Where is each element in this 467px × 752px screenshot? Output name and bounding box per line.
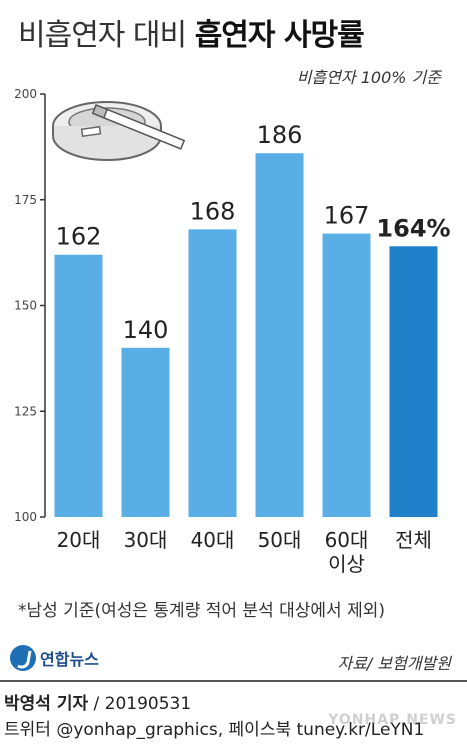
- bar-chart: 100 125 150 175 200 162 20대 140 30대 168 40대 186 50대 1…: [0, 80, 467, 600]
- credit-contact: 트위터 @yonhap_graphics, 페이스북 tuney.kr/LeYN…: [4, 720, 425, 740]
- reporter-name: 박영석 기자: [4, 694, 89, 714]
- credit-date: / 20190531: [88, 694, 192, 714]
- bar: [54, 254, 103, 518]
- chart-title: 비흡연자 대비 흡연자 사망률: [18, 10, 365, 54]
- bar: [188, 229, 237, 518]
- x-tick-label: 전체: [395, 528, 432, 552]
- y-tick-label: 200: [14, 87, 37, 101]
- x-tick-label: 40대: [191, 528, 235, 552]
- bar: [322, 233, 371, 517]
- y-tick-label: 100: [14, 510, 37, 524]
- bar: [255, 153, 304, 517]
- title-bold: 흡연자 사망률: [194, 18, 365, 53]
- x-tick-label: 50대: [258, 528, 302, 552]
- data-label: 140: [123, 316, 169, 344]
- credit-line: 박영석 기자 / 20190531: [4, 689, 191, 714]
- x-tick-label: 20대: [57, 528, 101, 552]
- bar-chart-svg: 100 125 150 175 200 162 20대 140 30대 168 40대 186 50대 1…: [14, 87, 450, 576]
- x-tick-label: 이상: [328, 552, 365, 576]
- watermark: YONHAP NEWS: [328, 712, 457, 728]
- y-tick-label: 125: [14, 404, 37, 418]
- data-label: 168: [190, 197, 236, 225]
- ashtray-cigarette-icon: [52, 101, 186, 161]
- credit-box: 박영석 기자 / 20190531 트위터 @yonhap_graphics, …: [0, 680, 467, 752]
- source-note: 자료/ 보험개발원: [337, 654, 451, 673]
- y-tick-label: 150: [14, 299, 37, 313]
- yonhap-logo-icon: [10, 645, 36, 671]
- y-tick-label: 175: [14, 193, 37, 207]
- data-label: 167: [324, 202, 370, 230]
- data-label: 164%: [376, 214, 450, 242]
- title-light: 비흡연자 대비: [18, 18, 195, 53]
- data-label: 162: [56, 223, 102, 251]
- data-label: 186: [257, 121, 303, 149]
- x-tick-label: 60대: [325, 528, 369, 552]
- publisher-logo: 연합뉴스: [10, 645, 99, 671]
- chart-subtitle: 비흡연자 100% 기준: [296, 68, 441, 87]
- bar: [389, 246, 438, 517]
- bar: [121, 347, 170, 517]
- footnote: *남성 기준(여성은 통계량 적어 분석 대상에서 제외): [18, 601, 385, 621]
- x-tick-label: 30대: [124, 528, 168, 552]
- logo-text: 연합뉴스: [40, 650, 99, 669]
